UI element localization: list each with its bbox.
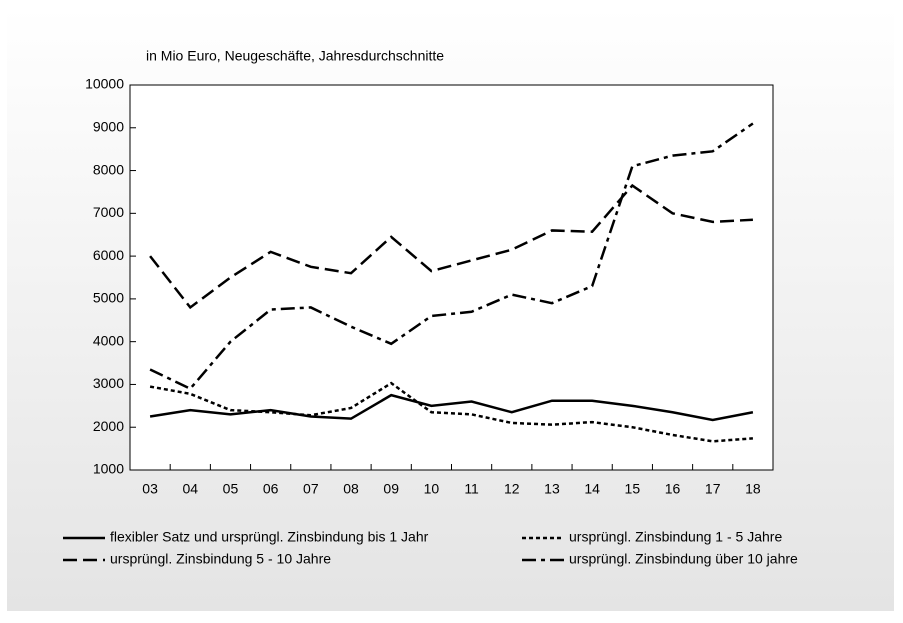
series-line	[149, 183, 753, 310]
plot-area	[129, 84, 774, 471]
x-tick-label: 18	[745, 481, 761, 497]
x-tick-label: 17	[705, 481, 721, 497]
x-tick-label: 11	[464, 481, 479, 497]
legend-label: ursprüngl. Zinsbindung 5 - 10 Jahre	[110, 551, 331, 567]
x-tick-label: 04	[182, 481, 198, 497]
x-tick-label: 06	[263, 481, 279, 497]
legend-label: ursprüngl. Zinsbindung über 10 jahre	[569, 551, 798, 567]
x-tick-label: 15	[625, 481, 641, 497]
y-tick-label: 1000	[93, 461, 124, 477]
x-tick-label: 09	[383, 481, 399, 497]
x-tick-label: 16	[665, 481, 681, 497]
y-tick-label: 6000	[93, 247, 124, 263]
legend-label: ursprüngl. Zinsbindung 1 - 5 Jahre	[569, 529, 782, 545]
series-line	[149, 122, 754, 391]
series-line	[149, 393, 754, 422]
x-tick-label: 03	[142, 481, 158, 497]
y-tick-label: 2000	[93, 418, 124, 434]
x-tick-label: 07	[303, 481, 319, 497]
y-tick-label: 5000	[93, 290, 124, 306]
x-tick-label: 12	[504, 481, 520, 497]
y-tick-label: 4000	[93, 332, 124, 348]
x-tick-label: 13	[544, 481, 560, 497]
x-tick-label: 05	[223, 481, 239, 497]
y-tick-label: 8000	[93, 161, 124, 177]
x-tick-label: 14	[584, 481, 600, 497]
y-tick-label: 7000	[93, 204, 124, 220]
series-line	[149, 381, 753, 443]
subtitle: in Mio Euro, Neugeschäfte, Jahresdurchsc…	[146, 48, 444, 64]
x-tick-label: 10	[424, 481, 440, 497]
y-tick-label: 9000	[93, 118, 124, 134]
x-tick-label: 08	[343, 481, 359, 497]
y-tick-label: 10000	[85, 76, 124, 92]
legend-label: flexibler Satz und ursprüngl. Zinsbindun…	[110, 529, 429, 545]
y-tick-label: 3000	[93, 375, 124, 391]
